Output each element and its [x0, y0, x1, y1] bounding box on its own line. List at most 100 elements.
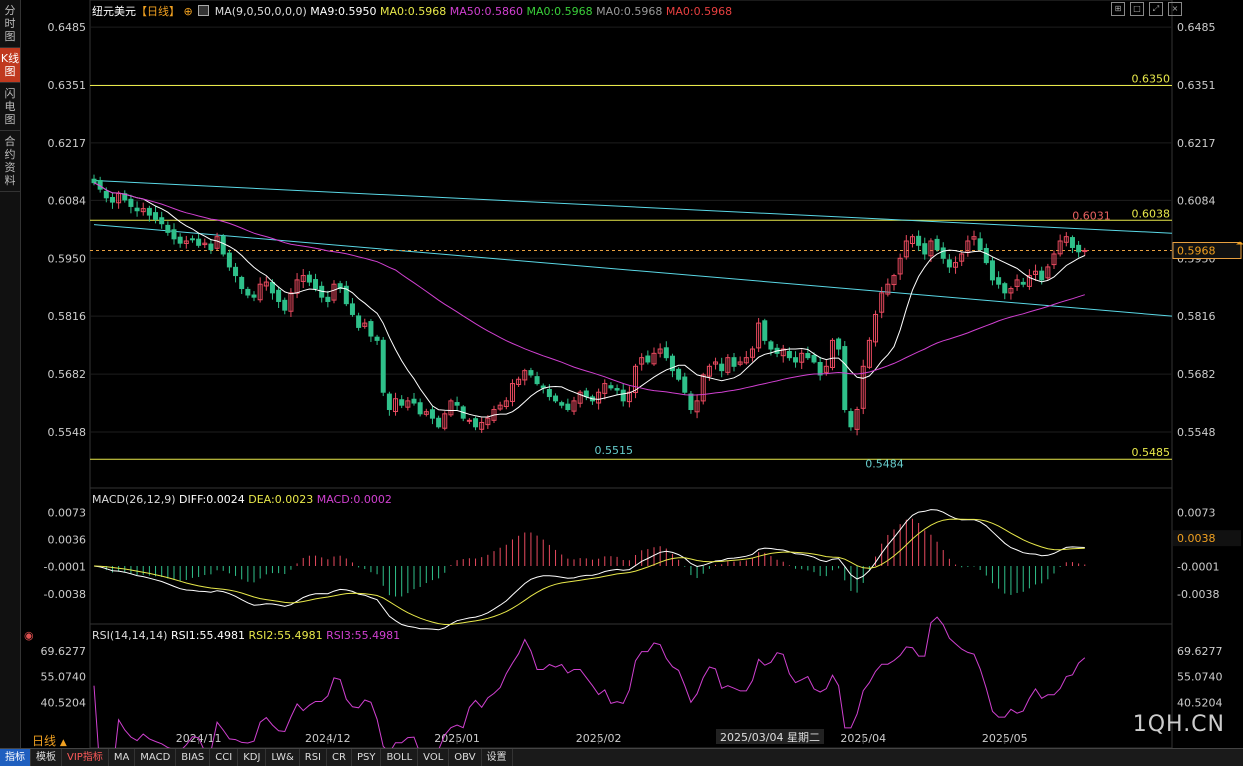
main-legend: 纽元美元【日线】 ⊕ MA(9,0,50,0,0,0) MA9:0.5950 M…	[92, 3, 732, 19]
indicator-tab-10[interactable]: CR	[327, 749, 352, 766]
candle-body	[134, 207, 140, 212]
price-tick-right: 0.5816	[1177, 310, 1216, 323]
candle-body	[571, 400, 577, 412]
price-tick-left: 0.5548	[48, 426, 87, 439]
candle-body	[749, 348, 755, 358]
candle-body	[331, 283, 337, 301]
indicator-tab-0[interactable]: 指标	[0, 749, 31, 766]
candle-body	[836, 338, 842, 350]
candle-body	[300, 275, 306, 282]
restore-icon[interactable]: □	[1130, 2, 1144, 16]
period-tag[interactable]: 【日线】	[136, 5, 180, 18]
horizontal-level-label: 0.6038	[1132, 207, 1171, 220]
candle-body	[276, 289, 282, 302]
candle-body	[380, 339, 386, 393]
rsi-legend-item-0: RSI(14,14,14)	[92, 629, 171, 642]
indicator-tab-13[interactable]: VOL	[418, 749, 450, 766]
ma-legend-item-3: MA50:0.5860	[449, 5, 527, 18]
crosshair-date-label: 2025/03/04 星期二	[720, 731, 820, 744]
indicator-tab-2[interactable]: VIP指标	[62, 749, 109, 766]
candle-body	[405, 400, 411, 408]
candle-body	[257, 283, 263, 301]
candle-body	[608, 385, 614, 389]
window-icon[interactable]: ⊞	[1111, 2, 1125, 16]
ma-config-icon[interactable]	[198, 5, 210, 16]
rsi-line	[93, 616, 1086, 748]
macd-tick-right: 0.0073	[1177, 506, 1216, 519]
candle-body	[676, 368, 682, 380]
chart-canvas[interactable]: 0.6485 0.6485 0.6351 0.6351 0.6217 0.6217 0.60…	[0, 0, 1243, 748]
candle-body	[356, 315, 362, 328]
sidebar-tab-contract-info[interactable]: 合约资料	[0, 131, 20, 192]
candle-body	[306, 274, 312, 283]
candle-body	[959, 253, 965, 262]
price-tick-left: 0.5950	[48, 252, 87, 265]
candle-body	[196, 238, 202, 246]
candle-body	[553, 395, 559, 402]
candle-body	[940, 247, 946, 259]
candle-body	[1051, 253, 1057, 266]
candle-body	[497, 404, 503, 410]
period-selector[interactable]: 日线 ▲	[32, 732, 67, 749]
indicator-tab-11[interactable]: PSY	[352, 749, 382, 766]
candle-body	[159, 217, 165, 225]
candle-body	[799, 352, 805, 363]
trend-line	[93, 180, 1173, 234]
candle-body	[565, 403, 571, 411]
macd-tick-right: -0.0038	[1177, 588, 1219, 601]
candle-body	[805, 353, 811, 359]
candle-body	[399, 399, 405, 406]
candle-body	[214, 236, 220, 249]
trend-line	[93, 224, 1173, 317]
sidebar-tab-timeshare[interactable]: 分时图	[0, 0, 20, 48]
candle-body	[183, 240, 189, 244]
indicator-tab-5[interactable]: BIAS	[176, 749, 211, 766]
indicator-tab-7[interactable]: KDJ	[238, 749, 267, 766]
candle-body	[393, 398, 399, 413]
candle-body	[313, 279, 319, 290]
candle-body	[479, 421, 485, 430]
indicator-tab-14[interactable]: OBV	[449, 749, 482, 766]
indicator-tab-12[interactable]: BOLL	[381, 749, 419, 766]
indicator-tab-9[interactable]: RSI	[300, 749, 328, 766]
candle-body	[534, 376, 540, 385]
candle-body	[793, 357, 799, 363]
candle-body	[854, 409, 860, 430]
macd-diff-line	[93, 509, 1085, 631]
rsi-panel-frame	[89, 623, 1173, 748]
rsi-tick-left: 40.5204	[41, 696, 87, 709]
candle-body	[226, 252, 232, 268]
ma-legend-item-0: MA(9,0,50,0,0,0)	[214, 5, 311, 18]
indicator-tab-3[interactable]: MA	[109, 749, 136, 766]
sidebar-tab-flash[interactable]: 闪电图	[0, 83, 20, 131]
price-annotation: 0.5515	[594, 444, 633, 457]
sidebar-tab-kline[interactable]: K线图	[0, 48, 20, 83]
rsi-settings-icon[interactable]: ◉	[24, 629, 34, 642]
candle-body	[528, 370, 534, 376]
indicator-tab-4[interactable]: MACD	[135, 749, 177, 766]
rsi-tick-right: 69.6277	[1177, 645, 1223, 658]
macd-tick-left: 0.0036	[48, 534, 87, 547]
indicator-tab-8[interactable]: LW&	[266, 749, 300, 766]
candle-body	[417, 402, 423, 415]
maximize-icon[interactable]: ⤢	[1149, 2, 1163, 16]
candle-body	[485, 417, 491, 426]
candle-body	[220, 235, 226, 255]
candle-body	[473, 418, 479, 428]
candle-body	[325, 296, 331, 302]
crosshair-icon[interactable]: ⊕	[183, 5, 193, 18]
close-icon[interactable]: ×	[1168, 2, 1182, 16]
ma-legend-item-1: MA9:0.5950	[310, 5, 381, 18]
candle-body	[263, 281, 269, 287]
indicator-tab-15[interactable]: 设置	[482, 749, 513, 766]
candle-body	[1014, 279, 1020, 287]
candle-body	[423, 411, 429, 415]
price-tick-right: 0.6351	[1177, 79, 1216, 92]
candle-body	[916, 235, 922, 246]
price-annotation: 0.5484	[865, 458, 904, 471]
indicator-tab-1[interactable]: 模板	[31, 749, 62, 766]
candle-body	[146, 207, 152, 216]
current-price-label: 0.5968	[1177, 245, 1216, 258]
indicator-tab-6[interactable]: CCI	[210, 749, 239, 766]
candle-body	[953, 262, 959, 268]
